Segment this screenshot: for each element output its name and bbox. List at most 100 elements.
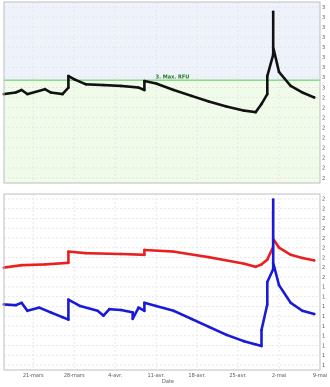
data-point bbox=[172, 250, 176, 253]
data-point bbox=[72, 77, 76, 81]
data-point bbox=[143, 253, 146, 257]
y-tick-label: 2 bbox=[322, 146, 325, 152]
data-point bbox=[107, 307, 111, 311]
data-point bbox=[49, 311, 53, 314]
y-tick-label: 3 bbox=[322, 65, 325, 71]
data-point bbox=[67, 261, 70, 265]
bottom-chart: 2 2 2 2 2 2 2 2 2 1 1 1 1 1 1 1 1 1 21-mars 28-mars 4-avr. 11… bbox=[2, 193, 327, 385]
data-point bbox=[84, 82, 88, 86]
y-tick-label: 2 bbox=[322, 275, 325, 281]
data-point bbox=[277, 246, 281, 249]
data-point bbox=[143, 79, 146, 83]
data-point bbox=[67, 250, 70, 253]
data-point bbox=[43, 87, 47, 91]
y-tick-label: 2 bbox=[322, 115, 325, 121]
data-point bbox=[189, 94, 193, 98]
threshold-label: 3. Max. RFU bbox=[156, 75, 190, 81]
y-tick-label: 1 bbox=[322, 343, 325, 349]
data-point bbox=[154, 304, 158, 308]
y-tick-label: 1 bbox=[322, 334, 325, 340]
x-tick-label: 9-mai bbox=[313, 373, 327, 379]
y-tick-label: 2 bbox=[322, 206, 325, 212]
series-1 bbox=[2, 198, 316, 348]
y-tick-label: 2 bbox=[322, 255, 325, 261]
y-tick-label: 2 bbox=[322, 95, 325, 101]
data-point bbox=[143, 248, 146, 252]
x-tick-label: 25-avr. bbox=[229, 373, 247, 379]
data-point bbox=[207, 325, 211, 329]
y-tick-label: 1 bbox=[322, 304, 325, 310]
data-point bbox=[20, 263, 23, 267]
plot-frame bbox=[3, 193, 321, 371]
data-point bbox=[137, 86, 141, 89]
y-tick-label: 3 bbox=[322, 15, 325, 21]
data-point bbox=[242, 109, 246, 112]
data-point bbox=[143, 309, 146, 313]
x-tick-label: 21-mars bbox=[23, 373, 44, 379]
y-tick-label: 3 bbox=[322, 5, 325, 11]
y-tick-label: 1 bbox=[322, 353, 325, 359]
x-tick-label: 28-mars bbox=[64, 373, 85, 379]
data-point bbox=[271, 45, 275, 49]
data-point bbox=[289, 84, 293, 88]
x-tick-label: 11-avr. bbox=[147, 373, 165, 379]
y-tick-label: 1 bbox=[322, 324, 325, 330]
data-point bbox=[67, 298, 70, 301]
y-tick-label: 2 bbox=[322, 125, 325, 131]
data-point bbox=[61, 315, 64, 319]
data-point bbox=[67, 86, 70, 89]
data-point bbox=[137, 306, 141, 309]
data-point bbox=[225, 333, 228, 337]
x-tick-label: 2-mai bbox=[272, 373, 286, 379]
data-point bbox=[14, 303, 18, 307]
data-point bbox=[119, 252, 123, 256]
data-point bbox=[84, 251, 88, 255]
data-point bbox=[312, 312, 316, 316]
top-chart: 3. Max. RFU 3 3 3 3 3 3 3 3 3 2 2 2 2 2 2 2 2 2 bbox=[2, 1, 325, 184]
y-tick-label: 2 bbox=[322, 156, 325, 162]
y-tick-label: 3 bbox=[322, 75, 325, 81]
data-point bbox=[271, 198, 275, 201]
grid bbox=[4, 2, 321, 183]
y-tick-label: 2 bbox=[322, 166, 325, 172]
data-point bbox=[301, 91, 304, 94]
data-point bbox=[301, 309, 304, 313]
data-point bbox=[289, 253, 293, 257]
data-point bbox=[242, 339, 246, 343]
y-tick-label: 3 bbox=[322, 55, 325, 61]
data-point bbox=[265, 280, 269, 284]
data-point bbox=[265, 258, 269, 261]
data-point bbox=[119, 84, 123, 88]
data-point bbox=[67, 74, 70, 78]
data-point bbox=[271, 267, 275, 271]
y-tick-label: 1 bbox=[322, 314, 325, 320]
data-point bbox=[131, 317, 135, 321]
data-point bbox=[254, 265, 257, 269]
y-tick-label: 1 bbox=[322, 285, 325, 291]
data-point bbox=[289, 301, 293, 305]
y-tick-label: 3 bbox=[322, 85, 325, 91]
data-point bbox=[61, 92, 64, 96]
data-point bbox=[26, 309, 29, 313]
data-point bbox=[254, 110, 257, 114]
y-tick-label: 2 bbox=[322, 105, 325, 111]
x-tick-label: 4-avr. bbox=[108, 373, 123, 379]
data-point bbox=[277, 70, 281, 74]
data-point bbox=[265, 303, 269, 306]
data-point bbox=[43, 263, 47, 266]
data-point bbox=[207, 255, 211, 259]
data-point bbox=[260, 263, 263, 266]
data-point bbox=[277, 283, 281, 287]
data-point bbox=[172, 88, 176, 92]
series-0 bbox=[2, 211, 316, 269]
data-point bbox=[49, 91, 53, 94]
data-point bbox=[143, 301, 146, 305]
data-point bbox=[265, 92, 269, 96]
y-tick-label: 1 bbox=[322, 294, 325, 300]
x-tick-label: 18-avr. bbox=[188, 373, 206, 379]
data-point bbox=[172, 309, 176, 313]
data-point bbox=[119, 308, 123, 312]
data-point bbox=[37, 306, 41, 309]
data-point bbox=[260, 344, 263, 348]
